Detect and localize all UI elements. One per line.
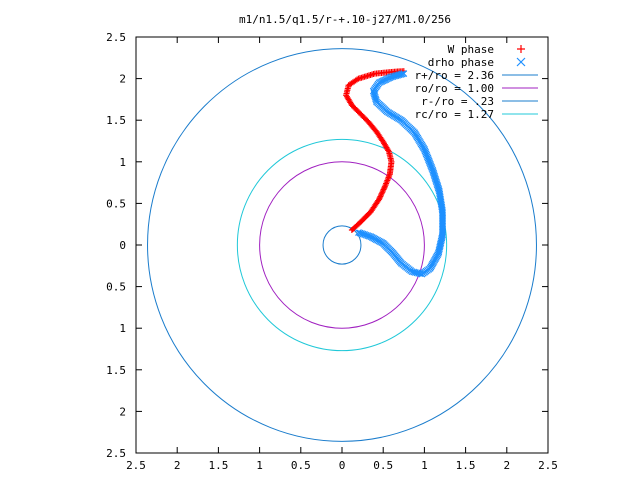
y-tick-label: 2 <box>119 73 126 86</box>
y-tick-label: 2.5 <box>106 447 126 460</box>
legend-label: ro/ro = 1.00 <box>415 82 494 95</box>
x-tick-label: 2.5 <box>126 459 146 472</box>
circle-3 <box>236 138 448 352</box>
legend-label: r+/ro = 2.36 <box>415 69 494 82</box>
drho-phase-point-204 <box>398 70 406 78</box>
y-tick-label: 1 <box>119 322 126 335</box>
y-tick-label: 1.5 <box>106 364 126 377</box>
ticks-layer: 2.5 2 1.5 1 0.5 0 0.5 1 1.5 2 2.52.521.510.500.511… <box>106 31 558 472</box>
w-phase-point-28 <box>377 193 384 200</box>
w-phase-point-33 <box>380 186 387 193</box>
w-phase-point-29 <box>378 192 385 199</box>
circle-0 <box>147 48 537 442</box>
w-phase-point-27 <box>376 194 383 201</box>
w-phase-point-34 <box>381 185 388 192</box>
legend-label: rc/ro = 1.27 <box>415 108 494 121</box>
x-tick-label: 1.5 <box>208 459 228 472</box>
legend-marker-0 <box>517 45 525 53</box>
x-tick-label: 1 <box>421 459 428 472</box>
x-tick-label: 2 <box>503 459 510 472</box>
y-tick-label: 2 <box>119 405 126 418</box>
x-tick-label: 1 <box>256 459 263 472</box>
w-phase-point-31 <box>379 189 386 196</box>
series-0 <box>343 68 407 234</box>
y-tick-label: 1 <box>119 156 126 169</box>
drho-phase-point-205 <box>400 70 408 78</box>
y-tick-label: 0.5 <box>106 197 126 210</box>
y-tick-label: 0 <box>119 239 126 252</box>
legend-label: drho phase <box>428 56 494 69</box>
x-tick-label: 2 <box>174 459 181 472</box>
x-tick-label: 2.5 <box>538 459 558 472</box>
x-tick-label: 0.5 <box>373 459 393 472</box>
y-tick-label: 0.5 <box>106 281 126 294</box>
w-phase-point-26 <box>376 196 383 203</box>
legend-label: r-/ro = .23 <box>421 95 494 108</box>
circles-layer <box>147 48 537 442</box>
w-phase-point-30 <box>378 190 385 197</box>
w-phase-point-32 <box>379 187 386 194</box>
series-1 <box>355 70 446 278</box>
x-tick-label: 1.5 <box>456 459 476 472</box>
legend-marker-1 <box>516 57 526 67</box>
x-tick-label: 0 <box>339 459 346 472</box>
x-tick-label: 0.5 <box>291 459 311 472</box>
legend-label: W phase <box>448 43 494 56</box>
chart-title: m1/n1.5/q1.5/r-+.10-j27/M1.0/256 <box>239 13 451 26</box>
series-layer <box>343 68 446 278</box>
circle-2 <box>322 225 362 265</box>
y-tick-label: 1.5 <box>106 114 126 127</box>
circle-1 <box>259 161 425 329</box>
y-tick-label: 2.5 <box>106 31 126 44</box>
